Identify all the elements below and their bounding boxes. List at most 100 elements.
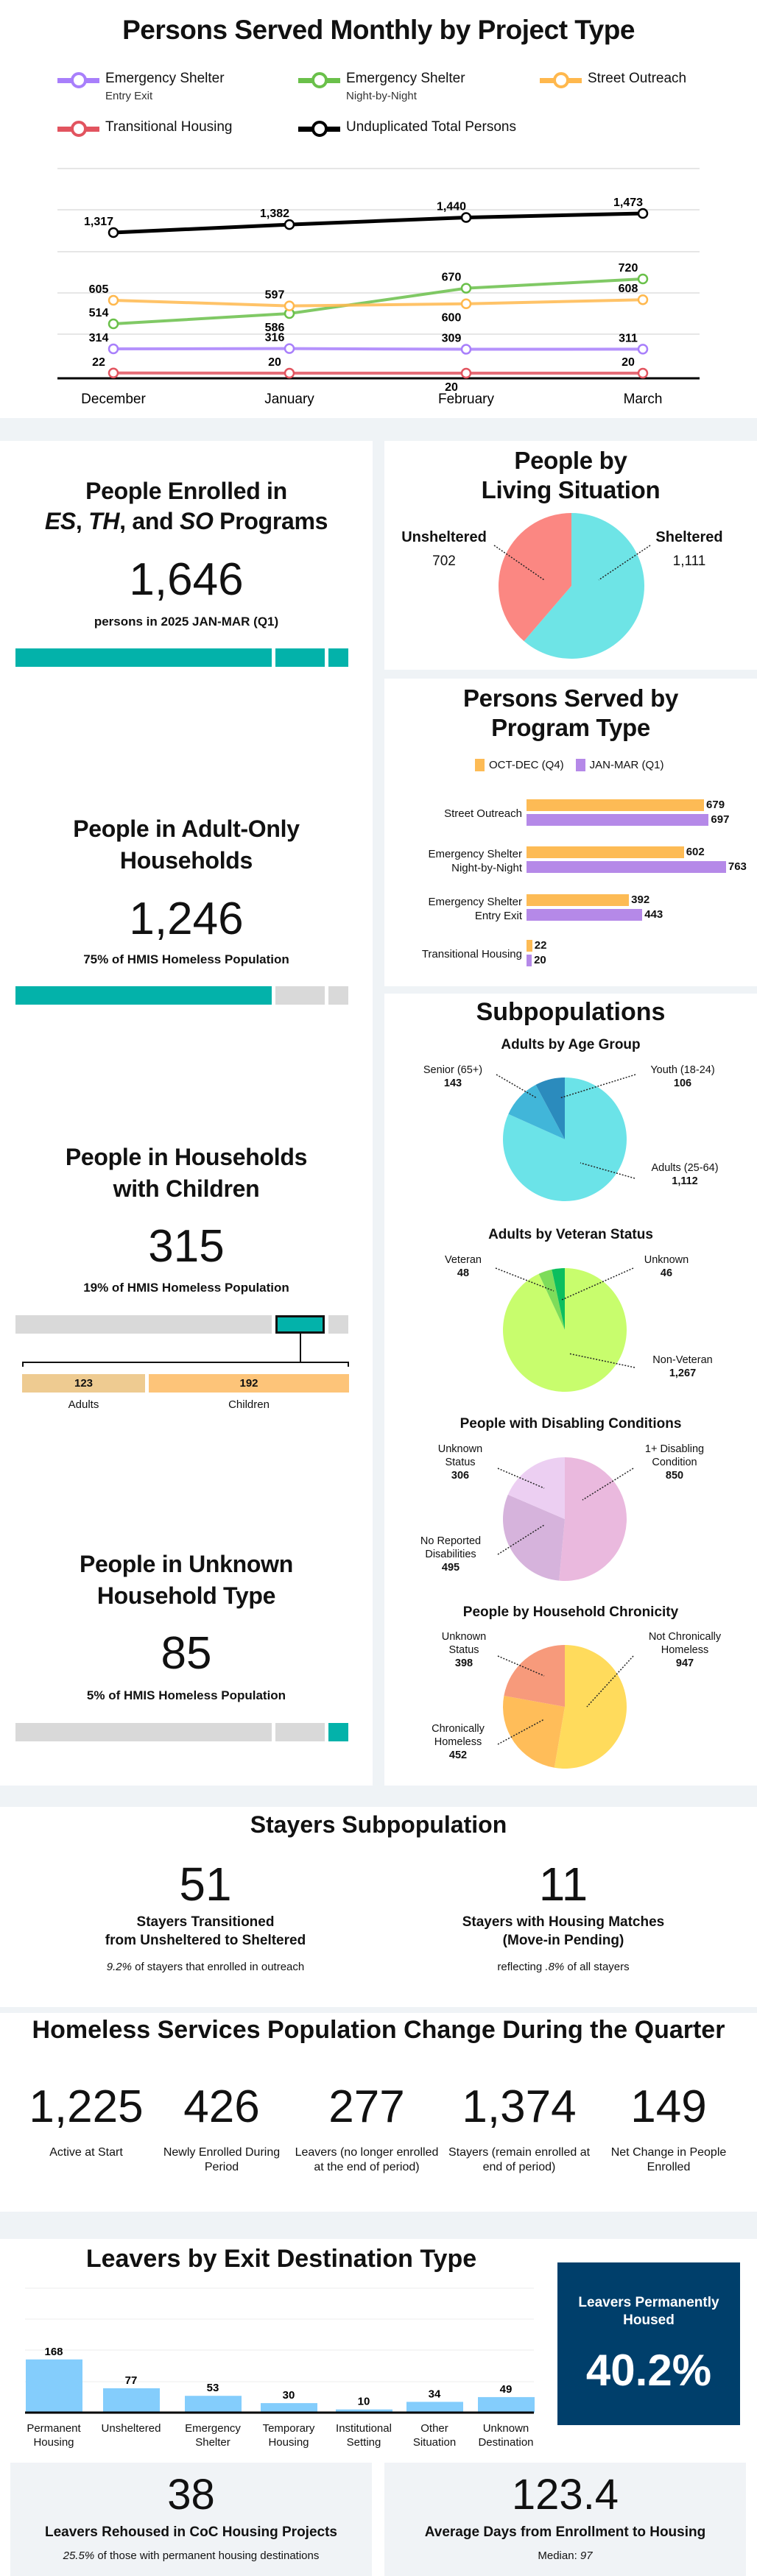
data-label: 670 (442, 272, 462, 284)
population-change-value: 1,225 (29, 2081, 144, 2132)
bar-segment-adult-only (15, 1315, 272, 1334)
x-tick-label: March (624, 392, 663, 407)
data-label: 720 (619, 262, 638, 275)
data-point (284, 367, 295, 379)
veteran-pie-title: Adults by Veteran Status (488, 1227, 653, 1242)
enrolled-title-line2: ES, TH, and SO Programs (0, 506, 373, 537)
bar (527, 799, 705, 811)
stayers-matches-label-line2: (Move-in Pending) (502, 1933, 624, 1948)
category-label: Institutional Setting (336, 2422, 392, 2449)
data-label: 314 (89, 332, 109, 344)
data-label: 20 (622, 356, 635, 369)
avg-days-card: 123.4 Average Days from Enrollment to Ho… (384, 2463, 746, 2576)
chronicity-pie-title: People by Household Chronicity (462, 1604, 679, 1620)
living-title-line1: People by (514, 447, 627, 474)
breakdown-adults-label: Adults (68, 1398, 99, 1411)
stayers-matches-value: 11 (538, 1858, 588, 1911)
x-tick-label: February (438, 392, 495, 407)
bar (527, 861, 726, 873)
legend-label: Transitional Housing (105, 119, 233, 135)
data-point (284, 343, 295, 354)
avg-days-label: Average Days from Enrollment to Housing (424, 2524, 706, 2540)
breakdown-adults-bar: 123 (22, 1374, 145, 1393)
perm-housed-label: Leavers Permanently Housed (578, 2295, 719, 2328)
breakdown-bracket (22, 1362, 349, 1367)
children-subtitle: 19% of HMIS Homeless Population (83, 1281, 289, 1295)
data-point (108, 227, 119, 238)
bar (527, 846, 684, 858)
category-label: Temporary Housing (262, 2422, 315, 2449)
bar-value-label: 22 (534, 939, 547, 952)
data-label: 309 (442, 333, 462, 345)
bar-segment-unknown (328, 648, 348, 667)
separator: , and (119, 508, 180, 534)
children-title-line2: with Children (113, 1175, 260, 1202)
data-label: 20 (445, 381, 458, 394)
bar-segment-with-children (275, 1723, 325, 1741)
data-point (108, 294, 119, 306)
program-legend: OCT-DEC (Q4) JAN-MAR (Q1) (475, 759, 664, 771)
chronic-label: Chronically Homeless 452 (432, 1723, 485, 1761)
data-label: 20 (268, 356, 281, 369)
adult-only-title-line2: Households (119, 847, 253, 874)
adults-label: Adults (25-64) 1,112 (651, 1162, 719, 1187)
category-label: Permanent Housing (27, 2422, 81, 2449)
bar-value-label: 34 (429, 2388, 441, 2400)
data-label: 1,440 (437, 201, 466, 213)
adult-only-title-line1: People in Adult-Only (73, 815, 300, 842)
population-change-value: 277 (328, 2081, 405, 2132)
category-label-line: Street Outreach (444, 807, 522, 820)
children-value: 315 (148, 1221, 225, 1272)
data-point (637, 273, 649, 285)
data-point (108, 318, 119, 330)
category-label-line: Transitional Housing (421, 948, 522, 960)
line-chart-title: Persons Served Monthly by Project Type (122, 15, 635, 45)
bar (103, 2388, 160, 2413)
unknown-subtitle: 5% of HMIS Homeless Population (86, 1688, 286, 1702)
bar-segment-unknown (328, 1723, 348, 1741)
bar-value-label: 697 (711, 813, 730, 826)
bar-segment-with-children-highlight (275, 1315, 325, 1334)
stayers-title: Stayers Subpopulation (250, 1811, 507, 1838)
bar-value-label: 602 (686, 846, 705, 858)
data-point (284, 219, 295, 230)
connector-line (300, 1334, 301, 1362)
rehoused-card: 38 Leavers Rehoused in CoC Housing Proje… (10, 2463, 372, 2576)
living-situation-panel: People by Living Situation Unsheltered 7… (384, 441, 757, 670)
sheltered-value: 1,111 (672, 553, 706, 569)
subpopulations-title: Subpopulations (476, 998, 666, 1026)
veteran-label: Veteran 48 (445, 1254, 482, 1279)
unsheltered-value: 702 (432, 553, 456, 569)
bar-value-label: 392 (631, 894, 650, 906)
youth-label: Youth (18-24) 106 (650, 1064, 715, 1089)
bar-segment-adult-only (15, 648, 272, 667)
category-label: Emergency Shelter Night-by-Night (428, 847, 522, 875)
stayers-transitioned-note: 9.2% of stayers that enrolled in outreac… (106, 1961, 305, 1973)
data-label: 608 (619, 283, 638, 295)
series-line (113, 277, 644, 325)
population-change-label: Active at Start (49, 2146, 123, 2159)
leavers-bar-chart: 168 77 53 30 10 34 49 (25, 2287, 535, 2414)
x-tick-label: January (264, 392, 314, 407)
legend-label: Unduplicated Total Persons (346, 119, 516, 135)
category-label: Other Situation (412, 2422, 457, 2449)
series-line (113, 211, 644, 235)
category-label: Unsheltered (101, 2422, 161, 2435)
category-label: Transitional Housing (422, 947, 522, 961)
legend-swatch-q1 (575, 759, 585, 771)
bar (185, 2396, 242, 2413)
stayers-matches-note: reflecting .8% of all stayers (497, 1961, 630, 1973)
no-disabilities-label: No Reported Disabilities 495 (420, 1535, 482, 1574)
data-point (460, 283, 472, 294)
bar-value-label: 10 (358, 2396, 370, 2408)
legend-label: Street Outreach (588, 71, 687, 86)
stayers-transitioned-value: 51 (179, 1858, 232, 1911)
legend-marker-icon (71, 72, 87, 88)
category-label-line: Night-by-Night (451, 862, 522, 874)
household-stats-panel: People Enrolled in ES, TH, and SO Progra… (0, 441, 373, 1786)
perm-housed-card: Leavers Permanently Housed 40.2% (557, 2262, 740, 2425)
data-label: 316 (265, 332, 285, 344)
population-change-label: Newly Enrolled During Period (163, 2146, 281, 2173)
data-point (108, 367, 119, 379)
separator: , (75, 508, 89, 534)
